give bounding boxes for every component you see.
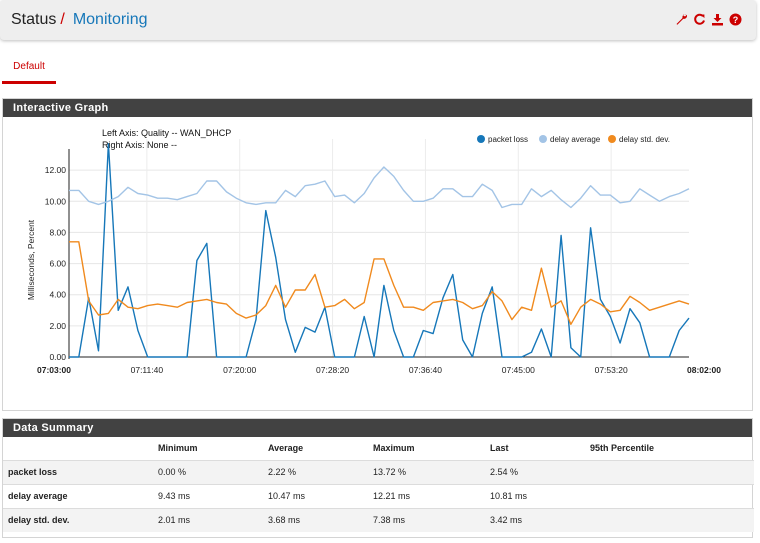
column-header: Last	[490, 443, 509, 454]
breadcrumb-separator: /	[60, 11, 65, 28]
tab-bar: Default	[0, 52, 760, 88]
refresh-icon[interactable]	[693, 12, 706, 26]
cell-95th	[590, 507, 754, 532]
cell-average: 3.68 ms	[268, 507, 373, 532]
legend-label: delay average	[550, 135, 601, 144]
x-tick-label: 07:03:00	[37, 365, 71, 375]
header-actions: ?	[675, 12, 742, 26]
table-row: delay std. dev. 2.01 ms 3.68 ms 7.38 ms …	[3, 507, 754, 532]
cell-last: 2.54 %	[490, 459, 590, 484]
help-icon[interactable]: ?	[729, 12, 742, 26]
panel-title: Data Summary	[3, 419, 752, 437]
data-summary-panel: Data Summary Minimum Average Maximum Las…	[2, 418, 754, 538]
cell-minimum: 9.43 ms	[158, 483, 268, 508]
monitoring-chart: 0.00 2.00 4.00 6.00 8.00 10.00 12.00 07:03:00 07…	[26, 128, 721, 375]
cell-maximum: 12.21 ms	[373, 483, 490, 508]
download-icon[interactable]	[711, 12, 724, 26]
tab-default[interactable]: Default	[2, 52, 56, 84]
row-label: delay average	[3, 483, 158, 508]
legend-label: delay std. dev.	[619, 135, 670, 144]
y-tick-label: 4.00	[49, 290, 66, 300]
cell-last: 3.42 ms	[490, 507, 590, 532]
right-axis-caption: Right Axis: None --	[102, 140, 177, 150]
cell-average: 10.47 ms	[268, 483, 373, 508]
y-tick-label: 8.00	[49, 227, 66, 237]
panel-title: Interactive Graph	[3, 99, 752, 117]
column-header: Maximum	[373, 443, 415, 454]
column-header: Average	[268, 443, 304, 454]
column-header: 95th Percentile	[590, 443, 655, 454]
column-header: Minimum	[158, 443, 198, 454]
x-tick-label: 07:20:00	[223, 365, 256, 375]
svg-text:?: ?	[733, 15, 739, 25]
y-tick-label: 2.00	[49, 321, 66, 331]
cell-maximum: 13.72 %	[373, 459, 490, 484]
y-tick-label: 12.00	[45, 165, 67, 175]
cell-minimum: 0.00 %	[158, 459, 268, 484]
y-tick-label: 0.00	[49, 352, 66, 362]
row-label: packet loss	[3, 459, 158, 484]
series-line-delay-std-dev-	[69, 241, 690, 326]
table-row: delay average 9.43 ms 10.47 ms 12.21 ms …	[3, 483, 754, 508]
cell-last: 10.81 ms	[490, 483, 590, 508]
breadcrumb-status: Status	[11, 11, 57, 28]
x-tick-label: 07:53:20	[595, 365, 628, 375]
table-header-row: Minimum Average Maximum Last 95th Percen…	[3, 437, 754, 460]
x-tick-label: 07:36:40	[409, 365, 442, 375]
cell-maximum: 7.38 ms	[373, 507, 490, 532]
cell-95th	[590, 459, 754, 484]
series-line-delay-average	[69, 166, 690, 209]
y-tick-label: 6.00	[49, 259, 66, 269]
legend-swatch	[608, 135, 616, 143]
series-line-packet-loss	[69, 143, 690, 358]
cell-average: 2.22 %	[268, 459, 373, 484]
breadcrumb: Status / Monitoring	[11, 10, 148, 30]
table-row: packet loss 0.00 % 2.22 % 13.72 % 2.54 %	[3, 459, 754, 484]
interactive-graph-panel: Interactive Graph 0.00 2.00 4.00 6.00 8.00 10…	[2, 98, 753, 411]
summary-table: Minimum Average Maximum Last 95th Percen…	[3, 437, 754, 532]
legend-label: packet loss	[488, 135, 528, 144]
page-header: Status / Monitoring ?	[0, 0, 756, 40]
x-tick-label: 07:45:00	[502, 365, 535, 375]
left-axis-caption: Left Axis: Quality -- WAN_DHCP	[102, 128, 231, 138]
x-tick-label: 07:28:20	[316, 365, 349, 375]
row-label: delay std. dev.	[3, 507, 158, 532]
y-tick-label: 10.00	[45, 196, 67, 206]
breadcrumb-monitoring-link[interactable]: Monitoring	[72, 11, 148, 28]
cell-95th	[590, 483, 754, 508]
legend-swatch	[477, 135, 485, 143]
x-tick-label: 08:02:00	[687, 365, 721, 375]
y-axis-label: Milliseconds, Percent	[26, 219, 36, 300]
cell-minimum: 2.01 ms	[158, 507, 268, 532]
legend-swatch	[539, 135, 547, 143]
wrench-icon[interactable]	[675, 12, 688, 26]
x-tick-label: 07:11:40	[131, 365, 164, 375]
